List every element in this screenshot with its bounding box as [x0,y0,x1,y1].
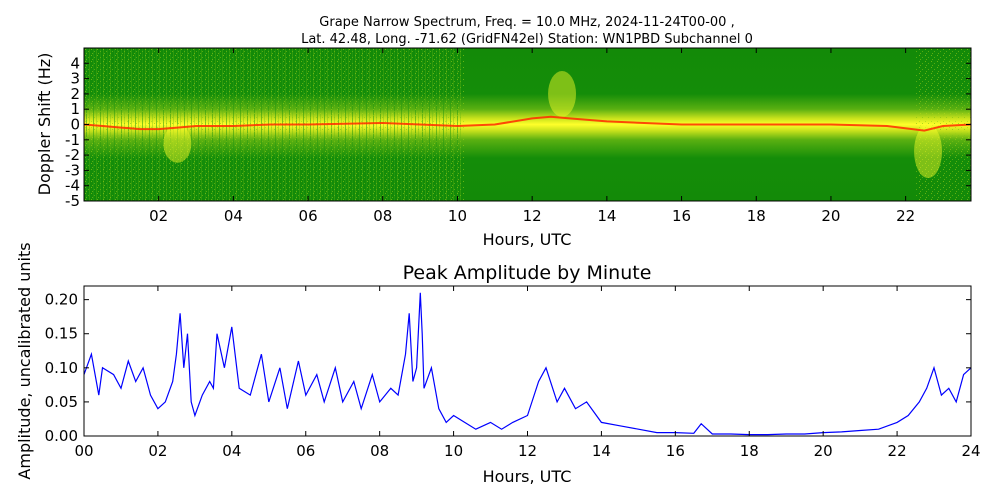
spectrogram-x-tick-label: 12 [523,207,542,225]
spectrogram-y-tick-label: 1 [70,100,80,118]
spectrogram-x-tick-label: 10 [448,207,467,225]
amplitude-frame [83,285,972,437]
spectrogram-x-label: Hours, UTC [483,230,572,249]
amplitude-y-tick-label: 0.10 [45,359,78,377]
amplitude-panel: Peak Amplitude by Minute 00 02 04 06 08 10 12 1… [15,242,981,486]
spectrogram-feature [163,124,192,163]
amplitude-series-line [84,292,971,436]
amplitude-y-tick-label: 0.05 [45,393,78,411]
amplitude-x-tick-label: 16 [666,442,685,460]
amplitude-x-tick-label: 14 [592,442,611,460]
amplitude-x-tick-label: 00 [74,442,93,460]
spectrogram-x-tick-label: 08 [373,207,392,225]
spectrogram-y-tick-label: 0 [70,116,80,134]
spectrogram-y-tick-label: 3 [70,70,80,88]
figure-title-line1: Grape Narrow Spectrum, Freq. = 10.0 MHz,… [319,15,734,30]
amplitude-x-label: Hours, UTC [483,467,572,486]
amplitude-x-tick-label: 08 [370,442,389,460]
spectrogram-y-tick-label: -2 [65,146,80,164]
spectrogram-x-tick-label: 04 [224,207,243,225]
figure-title-line2: Lat. 42.48, Long. -71.62 (GridFN42el) St… [301,32,753,47]
spectrogram-y-tick-label: 2 [70,85,80,103]
amplitude-x-tick-label: 02 [148,442,167,460]
spectrogram-feature [548,70,577,117]
amplitude-x-tick-label: 06 [296,442,315,460]
amplitude-x-tick-label: 22 [888,442,907,460]
spectrogram-feature [914,124,943,179]
amplitude-y-tick-label: 0.15 [45,325,78,343]
amplitude-x-tick-label: 10 [444,442,463,460]
spectrogram-x-tick-label: 14 [597,207,616,225]
spectrogram-y-label: Doppler Shift (Hz) [35,53,54,196]
amplitude-x-tick-label: 12 [518,442,537,460]
spectrogram-x-tick-label: 22 [896,207,915,225]
spectrogram-x-tick-label: 02 [149,207,168,225]
amplitude-y-tick-label: 0.20 [45,291,78,309]
spectrogram-y-tick-label: -1 [65,131,80,149]
amplitude-x-tick-label: 18 [740,442,759,460]
doppler-peak-trace [84,115,971,132]
spectrogram-x-tick-label: 16 [672,207,691,225]
spectrogram-x-tick-label: 18 [747,207,766,225]
amplitude-y-tick-label: 0.00 [45,427,78,445]
spectrogram-y-tick-label: -3 [65,161,80,179]
spectrogram-x-tick-label: 06 [299,207,318,225]
spectrogram-x-tick-label: 20 [821,207,840,225]
amplitude-x-tick-label: 20 [814,442,833,460]
spectrogram-y-tick-label: -4 [65,177,80,195]
spectrogram-y-tick-label: -5 [65,192,80,210]
amplitude-chart-title: Peak Amplitude by Minute [403,262,652,284]
amplitude-x-tick-label: 04 [222,442,241,460]
spectrogram-y-tick-label: 4 [70,54,80,72]
amplitude-x-tick-label: 24 [961,442,980,460]
amplitude-y-label: Amplitude, uncalibrated units [15,242,34,479]
